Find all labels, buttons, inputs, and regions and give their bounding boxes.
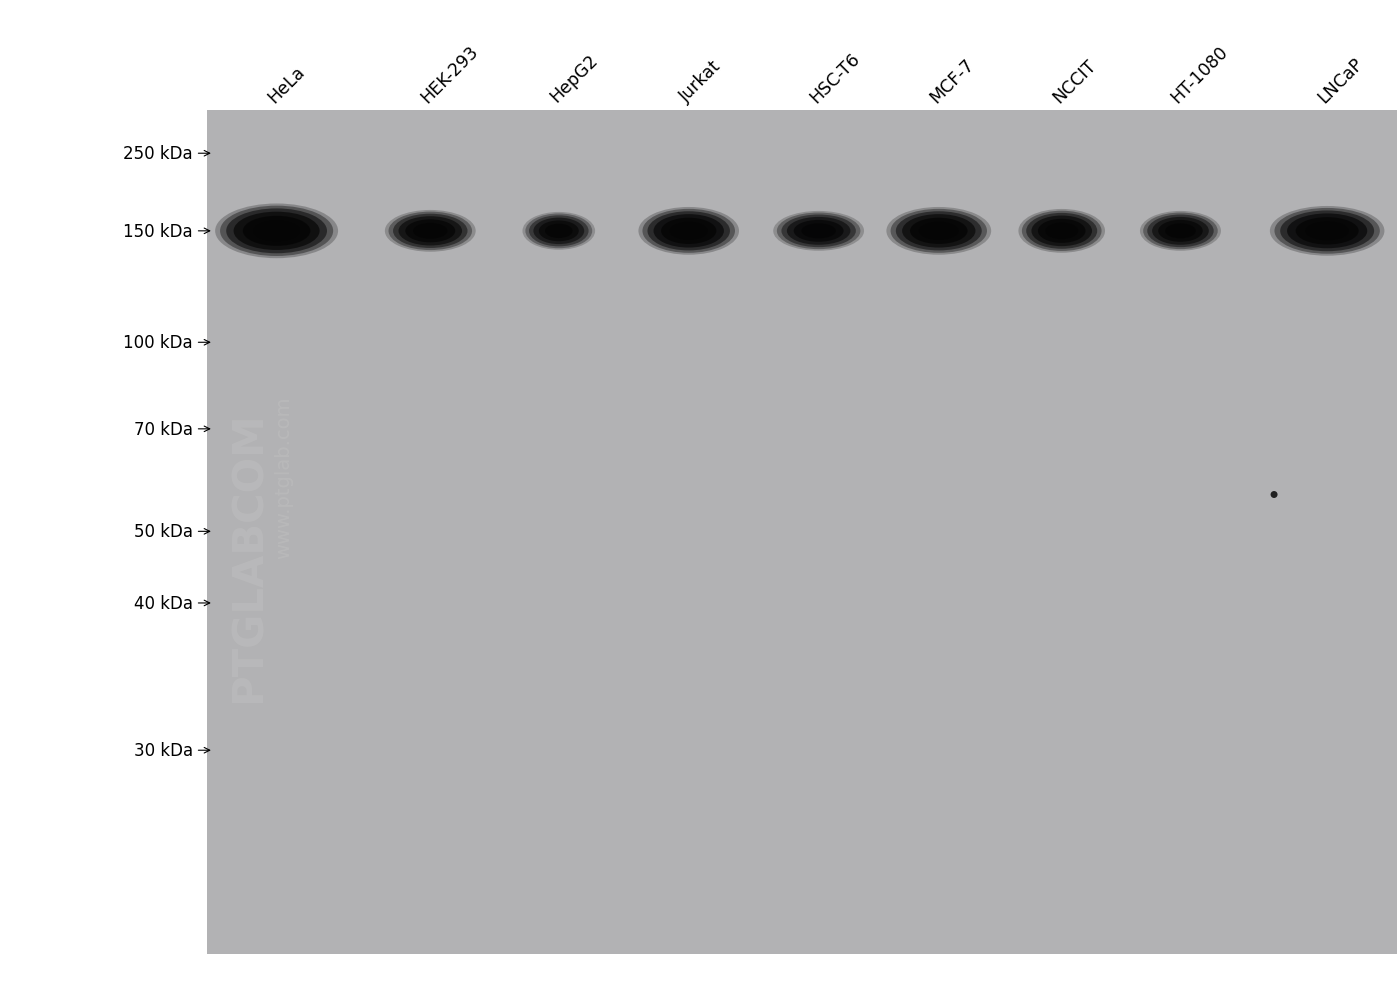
Text: 40 kDa: 40 kDa [134,594,193,612]
Text: 150 kDa: 150 kDa [123,223,193,241]
Text: 250 kDa: 250 kDa [123,145,193,163]
Ellipse shape [647,212,731,251]
Ellipse shape [1147,216,1214,248]
Text: 100 kDa: 100 kDa [123,334,193,352]
Ellipse shape [1270,207,1384,256]
Ellipse shape [1143,214,1218,249]
Ellipse shape [895,212,982,251]
Ellipse shape [802,224,835,240]
Ellipse shape [1280,211,1375,251]
Ellipse shape [1287,214,1368,248]
Text: Jurkat: Jurkat [676,58,725,106]
Text: HepG2: HepG2 [546,52,601,106]
Ellipse shape [226,209,327,254]
Ellipse shape [525,215,592,248]
Ellipse shape [534,219,584,245]
Ellipse shape [1140,212,1221,251]
Text: 30 kDa: 30 kDa [134,742,193,759]
Ellipse shape [221,207,332,256]
Bar [0,0,207,994]
Ellipse shape [781,216,856,248]
Ellipse shape [545,225,573,239]
Ellipse shape [1045,224,1078,240]
Ellipse shape [793,221,844,243]
Ellipse shape [1027,214,1097,249]
Ellipse shape [1031,217,1092,247]
Text: HeLa: HeLa [264,63,307,106]
Ellipse shape [539,222,578,242]
Ellipse shape [1038,220,1085,244]
Text: PTGLABCOM: PTGLABCOM [228,411,270,703]
Ellipse shape [1165,224,1196,240]
Ellipse shape [643,210,735,253]
Ellipse shape [902,215,975,248]
Ellipse shape [1295,218,1359,246]
Text: MCF-7: MCF-7 [926,55,978,106]
Ellipse shape [405,220,455,244]
Ellipse shape [1158,221,1203,243]
Text: 50 kDa: 50 kDa [134,523,193,541]
Ellipse shape [215,204,338,258]
Text: NCCIT: NCCIT [1049,56,1099,106]
Ellipse shape [414,224,447,240]
Text: HSC-T6: HSC-T6 [806,50,863,106]
Text: www.ptglab.com: www.ptglab.com [274,396,293,559]
Ellipse shape [1305,222,1350,241]
Ellipse shape [398,217,462,247]
Ellipse shape [386,211,475,252]
Ellipse shape [787,218,851,246]
Text: LNCaP: LNCaP [1315,54,1366,106]
Ellipse shape [1271,491,1278,499]
Bar [207,111,1397,954]
Ellipse shape [669,223,708,241]
Text: 70 kDa: 70 kDa [134,420,193,438]
Ellipse shape [1274,209,1380,254]
Ellipse shape [661,219,717,245]
Ellipse shape [243,217,310,247]
Ellipse shape [388,213,472,250]
Ellipse shape [1153,218,1208,246]
Ellipse shape [887,208,992,255]
Text: HEK-293: HEK-293 [418,42,482,106]
Ellipse shape [1021,212,1102,251]
Ellipse shape [1018,210,1105,253]
Ellipse shape [773,212,863,251]
Ellipse shape [529,216,588,248]
Ellipse shape [891,210,986,253]
Ellipse shape [253,222,300,242]
Ellipse shape [638,208,739,255]
Ellipse shape [909,219,968,245]
Ellipse shape [393,215,468,248]
Ellipse shape [233,213,320,250]
Text: HT-1080: HT-1080 [1168,43,1232,106]
Ellipse shape [777,214,861,249]
Ellipse shape [919,223,958,241]
Ellipse shape [654,215,724,248]
Ellipse shape [522,213,595,250]
